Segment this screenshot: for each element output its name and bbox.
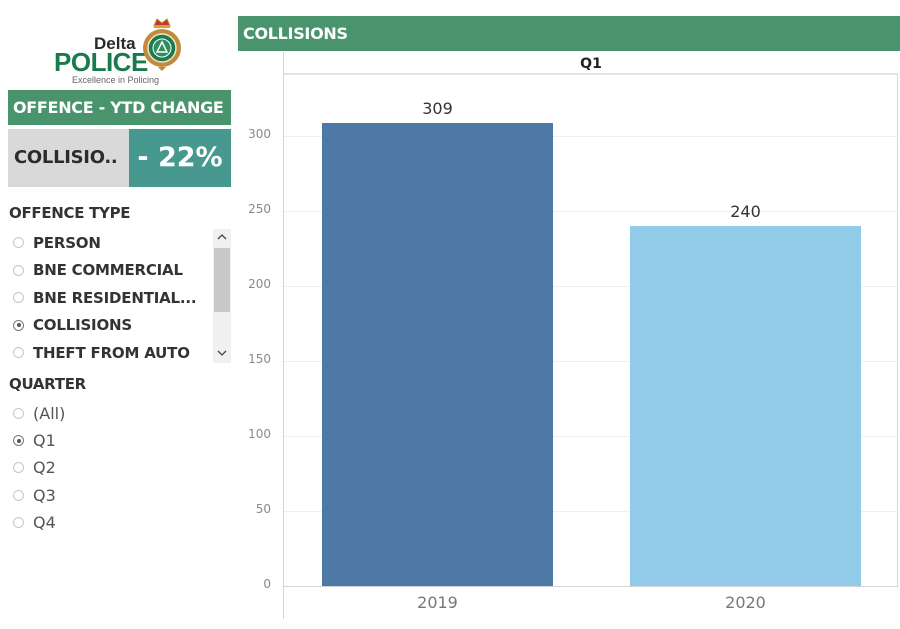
offence-type-filter-title: OFFENCE TYPE <box>9 204 131 222</box>
logo-police-text: POLICE <box>54 47 148 77</box>
quarter-filter-title: QUARTER <box>9 375 86 393</box>
ytd-change-row: COLLISIO.. - 22% <box>8 129 231 187</box>
offence-list-scrollbar[interactable] <box>213 229 231 363</box>
offence-type-filter: PERSON BNE COMMERCIAL BNE RESIDENTIAL...… <box>8 229 232 365</box>
ytd-change-header: OFFENCE - YTD CHANGE <box>8 90 231 125</box>
offence-option-person[interactable]: PERSON <box>8 229 213 257</box>
quarter-option-q3[interactable]: Q3 <box>8 482 208 509</box>
y-axis-tick-label: 250 <box>248 202 271 216</box>
delta-police-logo: Delta POLICE Excellence in Policing <box>52 14 187 85</box>
gridline <box>284 286 898 287</box>
quarter-option-q1[interactable]: Q1 <box>8 427 208 454</box>
radio-unchecked-icon[interactable] <box>13 489 24 501</box>
chart-header: COLLISIONS <box>238 16 900 51</box>
bar-2019[interactable] <box>322 122 553 586</box>
quarter-option-label: Q2 <box>33 458 56 478</box>
gridline <box>284 211 898 212</box>
gridline <box>284 136 898 137</box>
chart-pane-header: Q1 <box>283 52 898 75</box>
offence-option-theft-from-auto[interactable]: THEFT FROM AUTO <box>8 339 213 367</box>
bar-data-label: 240 <box>730 202 761 221</box>
gridline <box>284 436 898 437</box>
offence-option-bne-commercial[interactable]: BNE COMMERCIAL <box>8 257 213 285</box>
y-axis-tick-label: 100 <box>248 427 271 441</box>
logo-tagline: Excellence in Policing <box>72 75 160 85</box>
radio-unchecked-icon[interactable] <box>13 408 24 420</box>
y-axis-tick-label: 200 <box>248 277 271 291</box>
bar-data-label: 309 <box>422 98 453 118</box>
chevron-down-icon[interactable] <box>213 345 231 363</box>
quarter-option-q4[interactable]: Q4 <box>8 509 208 536</box>
quarter-option-label: Q4 <box>33 512 56 532</box>
offence-option-bne-residential[interactable]: BNE RESIDENTIAL... <box>8 284 213 312</box>
offence-type-options: PERSON BNE COMMERCIAL BNE RESIDENTIAL...… <box>8 229 213 367</box>
quarter-option-q2[interactable]: Q2 <box>8 454 208 481</box>
offence-option-label: COLLISIONS <box>33 316 132 335</box>
chevron-up-icon[interactable] <box>213 229 231 247</box>
quarter-option-label: Q3 <box>33 485 56 505</box>
quarter-option-all[interactable]: (All) <box>8 400 208 427</box>
x-axis: 2019 2020 <box>283 587 898 619</box>
offence-option-collisions[interactable]: COLLISIONS <box>8 312 213 340</box>
radio-unchecked-icon[interactable] <box>13 237 24 249</box>
offence-option-label: PERSON <box>33 233 101 252</box>
radio-unchecked-icon[interactable] <box>13 292 24 304</box>
chart-pane-title: Q1 <box>580 56 602 72</box>
y-axis-tick-label: 0 <box>263 577 271 591</box>
bar-chart-plot-area: 0 50 100 150 200 250 300 309 240 <box>248 75 898 591</box>
quarter-option-label: Q1 <box>33 431 56 451</box>
x-axis-baseline <box>284 586 898 587</box>
y-axis-tick-label: 50 <box>255 502 271 516</box>
ytd-offence-name[interactable]: COLLISIO.. <box>8 129 129 187</box>
police-crest-icon <box>143 18 181 71</box>
bar-2020[interactable] <box>630 226 861 586</box>
gridline <box>284 361 898 362</box>
x-axis-label: 2019 <box>417 593 458 612</box>
x-axis-label: 2020 <box>725 593 766 612</box>
offence-option-label: BNE RESIDENTIAL... <box>33 288 197 307</box>
offence-option-label: BNE COMMERCIAL <box>33 261 183 280</box>
radio-checked-icon[interactable] <box>13 319 24 331</box>
scrollbar-thumb[interactable] <box>214 248 230 312</box>
radio-unchecked-icon[interactable] <box>13 462 24 474</box>
logo-delta-text: Delta <box>94 34 136 53</box>
y-axis-tick-label: 300 <box>248 127 271 141</box>
offence-option-label: THEFT FROM AUTO <box>33 343 190 362</box>
radio-unchecked-icon[interactable] <box>13 264 24 276</box>
y-axis-tick-label: 150 <box>248 352 271 366</box>
quarter-option-label: (All) <box>33 404 66 424</box>
gridline <box>284 511 898 512</box>
ytd-change-value[interactable]: - 22% <box>129 129 231 187</box>
quarter-filter: (All) Q1 Q2 Q3 Q4 <box>8 400 208 536</box>
radio-checked-icon[interactable] <box>13 435 24 447</box>
radio-unchecked-icon[interactable] <box>13 516 24 528</box>
radio-unchecked-icon[interactable] <box>13 347 24 359</box>
